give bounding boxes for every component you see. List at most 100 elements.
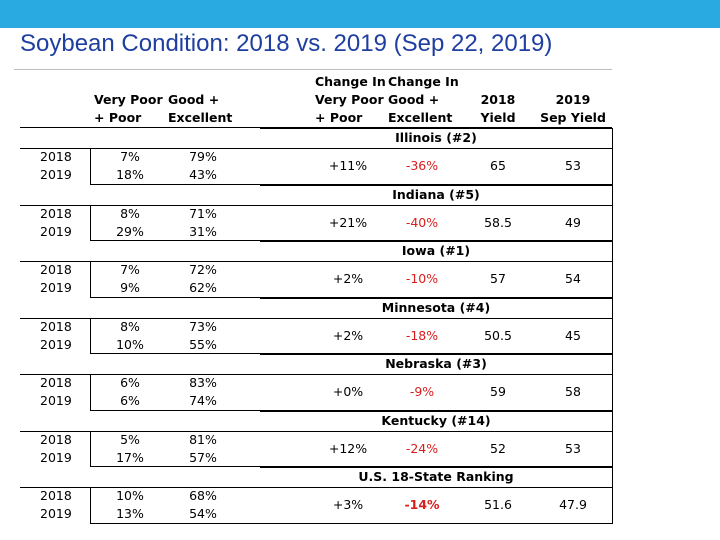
good-excellent-2018: 68%	[189, 488, 217, 503]
good-excellent-2019: 55%	[189, 336, 217, 352]
change-very-poor-poor: +21%	[328, 214, 368, 230]
year-label: 2019	[40, 336, 72, 352]
group-rule	[20, 317, 612, 319]
good-excellent-2019: 57%	[189, 449, 217, 465]
year-label: 2018	[40, 488, 72, 503]
good-excellent-2019: 62%	[189, 280, 217, 295]
header-line: Very Poor	[94, 92, 163, 107]
yield-2018: 58.5	[484, 214, 512, 230]
header-line: Good +	[388, 92, 440, 107]
header-line: Yield	[480, 110, 516, 125]
state-rule-top	[260, 354, 612, 355]
yield-2018: 51.6	[484, 497, 512, 512]
year-label: 2019	[40, 506, 72, 521]
good-excellent-2018: 81%	[189, 431, 217, 447]
header-line: + Poor	[315, 110, 363, 125]
header-line: Change In	[388, 74, 459, 89]
group-bottom-rule	[90, 240, 612, 241]
header-line: 2018	[480, 92, 516, 107]
change-good-excellent: -18%	[405, 327, 439, 343]
good-excellent-2018: 72%	[189, 262, 217, 277]
group-bottom-rule	[90, 353, 612, 354]
yield-2019: 49	[565, 214, 581, 230]
year-label: 2019	[40, 393, 72, 408]
header-2019-sep-yield: 2019 Sep Yield	[535, 91, 611, 127]
state-rule-top	[260, 184, 612, 186]
very-poor-poor-2019: 6%	[120, 393, 140, 408]
table-right-border	[612, 184, 613, 241]
header-change-good-excellent: Change In Good + Excellent	[388, 73, 459, 127]
header-line: Sep Yield	[540, 110, 606, 125]
year-label: 2018	[40, 262, 72, 277]
group-bottom-rule	[90, 522, 612, 524]
group-rule	[20, 374, 612, 375]
change-good-excellent: -14%	[404, 497, 440, 512]
top-accent-bar	[0, 0, 720, 28]
state-label: Indiana (#5)	[392, 186, 480, 202]
header-rule	[20, 127, 612, 128]
table-right-border	[612, 297, 613, 354]
group-bottom-rule	[90, 296, 612, 298]
slide-title: Soybean Condition: 2018 vs. 2019 (Sep 22…	[20, 30, 553, 57]
yield-2019: 53	[565, 440, 581, 456]
table-right-border	[612, 241, 613, 298]
state-label: Iowa (#1)	[401, 243, 471, 258]
state-rule-top	[260, 297, 612, 299]
change-very-poor-poor: +12%	[328, 440, 368, 456]
yield-2018: 50.5	[484, 327, 512, 343]
very-poor-poor-2018: 8%	[120, 205, 140, 221]
very-poor-poor-2018: 6%	[120, 375, 140, 390]
column-divider	[90, 317, 91, 354]
good-excellent-2019: 43%	[189, 167, 217, 182]
column-divider	[90, 261, 91, 298]
header-line: Excellent	[388, 110, 453, 125]
header-change-very-poor-poor: Change In Very Poor + Poor	[315, 73, 386, 127]
header-line: + Poor	[94, 110, 142, 125]
change-very-poor-poor: +11%	[328, 158, 368, 173]
header-line: Change In	[315, 74, 386, 89]
year-label: 2018	[40, 205, 72, 221]
header-line: Good +	[168, 92, 220, 107]
change-very-poor-poor: +0%	[332, 384, 364, 399]
year-label: 2018	[40, 318, 72, 334]
column-divider	[90, 148, 91, 185]
state-rule-top	[260, 241, 612, 242]
state-label: Minnesota (#4)	[381, 299, 491, 315]
header-line: 2019	[555, 92, 591, 107]
table-right-border	[612, 128, 613, 185]
very-poor-poor-2019: 17%	[116, 449, 144, 465]
very-poor-poor-2019: 18%	[116, 167, 144, 182]
state-label: Nebraska (#3)	[385, 356, 487, 371]
very-poor-poor-2018: 10%	[116, 488, 144, 503]
year-label: 2018	[40, 375, 72, 390]
good-excellent-2018: 83%	[189, 375, 217, 390]
yield-2019: 58	[565, 384, 581, 399]
state-rule-top	[260, 128, 612, 129]
year-label: 2019	[40, 280, 72, 295]
very-poor-poor-2019: 13%	[116, 506, 144, 521]
state-label: U.S. 18-State Ranking	[358, 469, 514, 484]
very-poor-poor-2018: 7%	[120, 262, 140, 277]
table-right-border	[612, 354, 613, 411]
change-very-poor-poor: +3%	[332, 497, 364, 512]
good-excellent-2019: 74%	[189, 393, 217, 408]
change-good-excellent: -36%	[405, 158, 439, 173]
change-good-excellent: -40%	[405, 214, 439, 230]
change-very-poor-poor: +2%	[332, 271, 364, 286]
year-label: 2018	[40, 149, 72, 164]
very-poor-poor-2019: 9%	[120, 280, 140, 295]
state-label: Illinois (#2)	[395, 130, 477, 145]
state-label: Kentucky (#14)	[381, 412, 491, 428]
year-label: 2019	[40, 449, 72, 465]
header-2018-yield: 2018 Yield	[470, 91, 526, 127]
state-rule-top	[260, 410, 612, 412]
yield-2019: 53	[565, 158, 581, 173]
good-excellent-2018: 79%	[189, 149, 217, 164]
group-bottom-rule	[90, 409, 612, 411]
yield-2018: 65	[490, 158, 506, 173]
condition-table: Very Poor + Poor Good + Excellent Change…	[20, 72, 613, 525]
group-bottom-rule	[90, 466, 612, 467]
good-excellent-2018: 73%	[189, 318, 217, 334]
column-divider	[90, 374, 91, 411]
header-line: Excellent	[168, 110, 233, 125]
